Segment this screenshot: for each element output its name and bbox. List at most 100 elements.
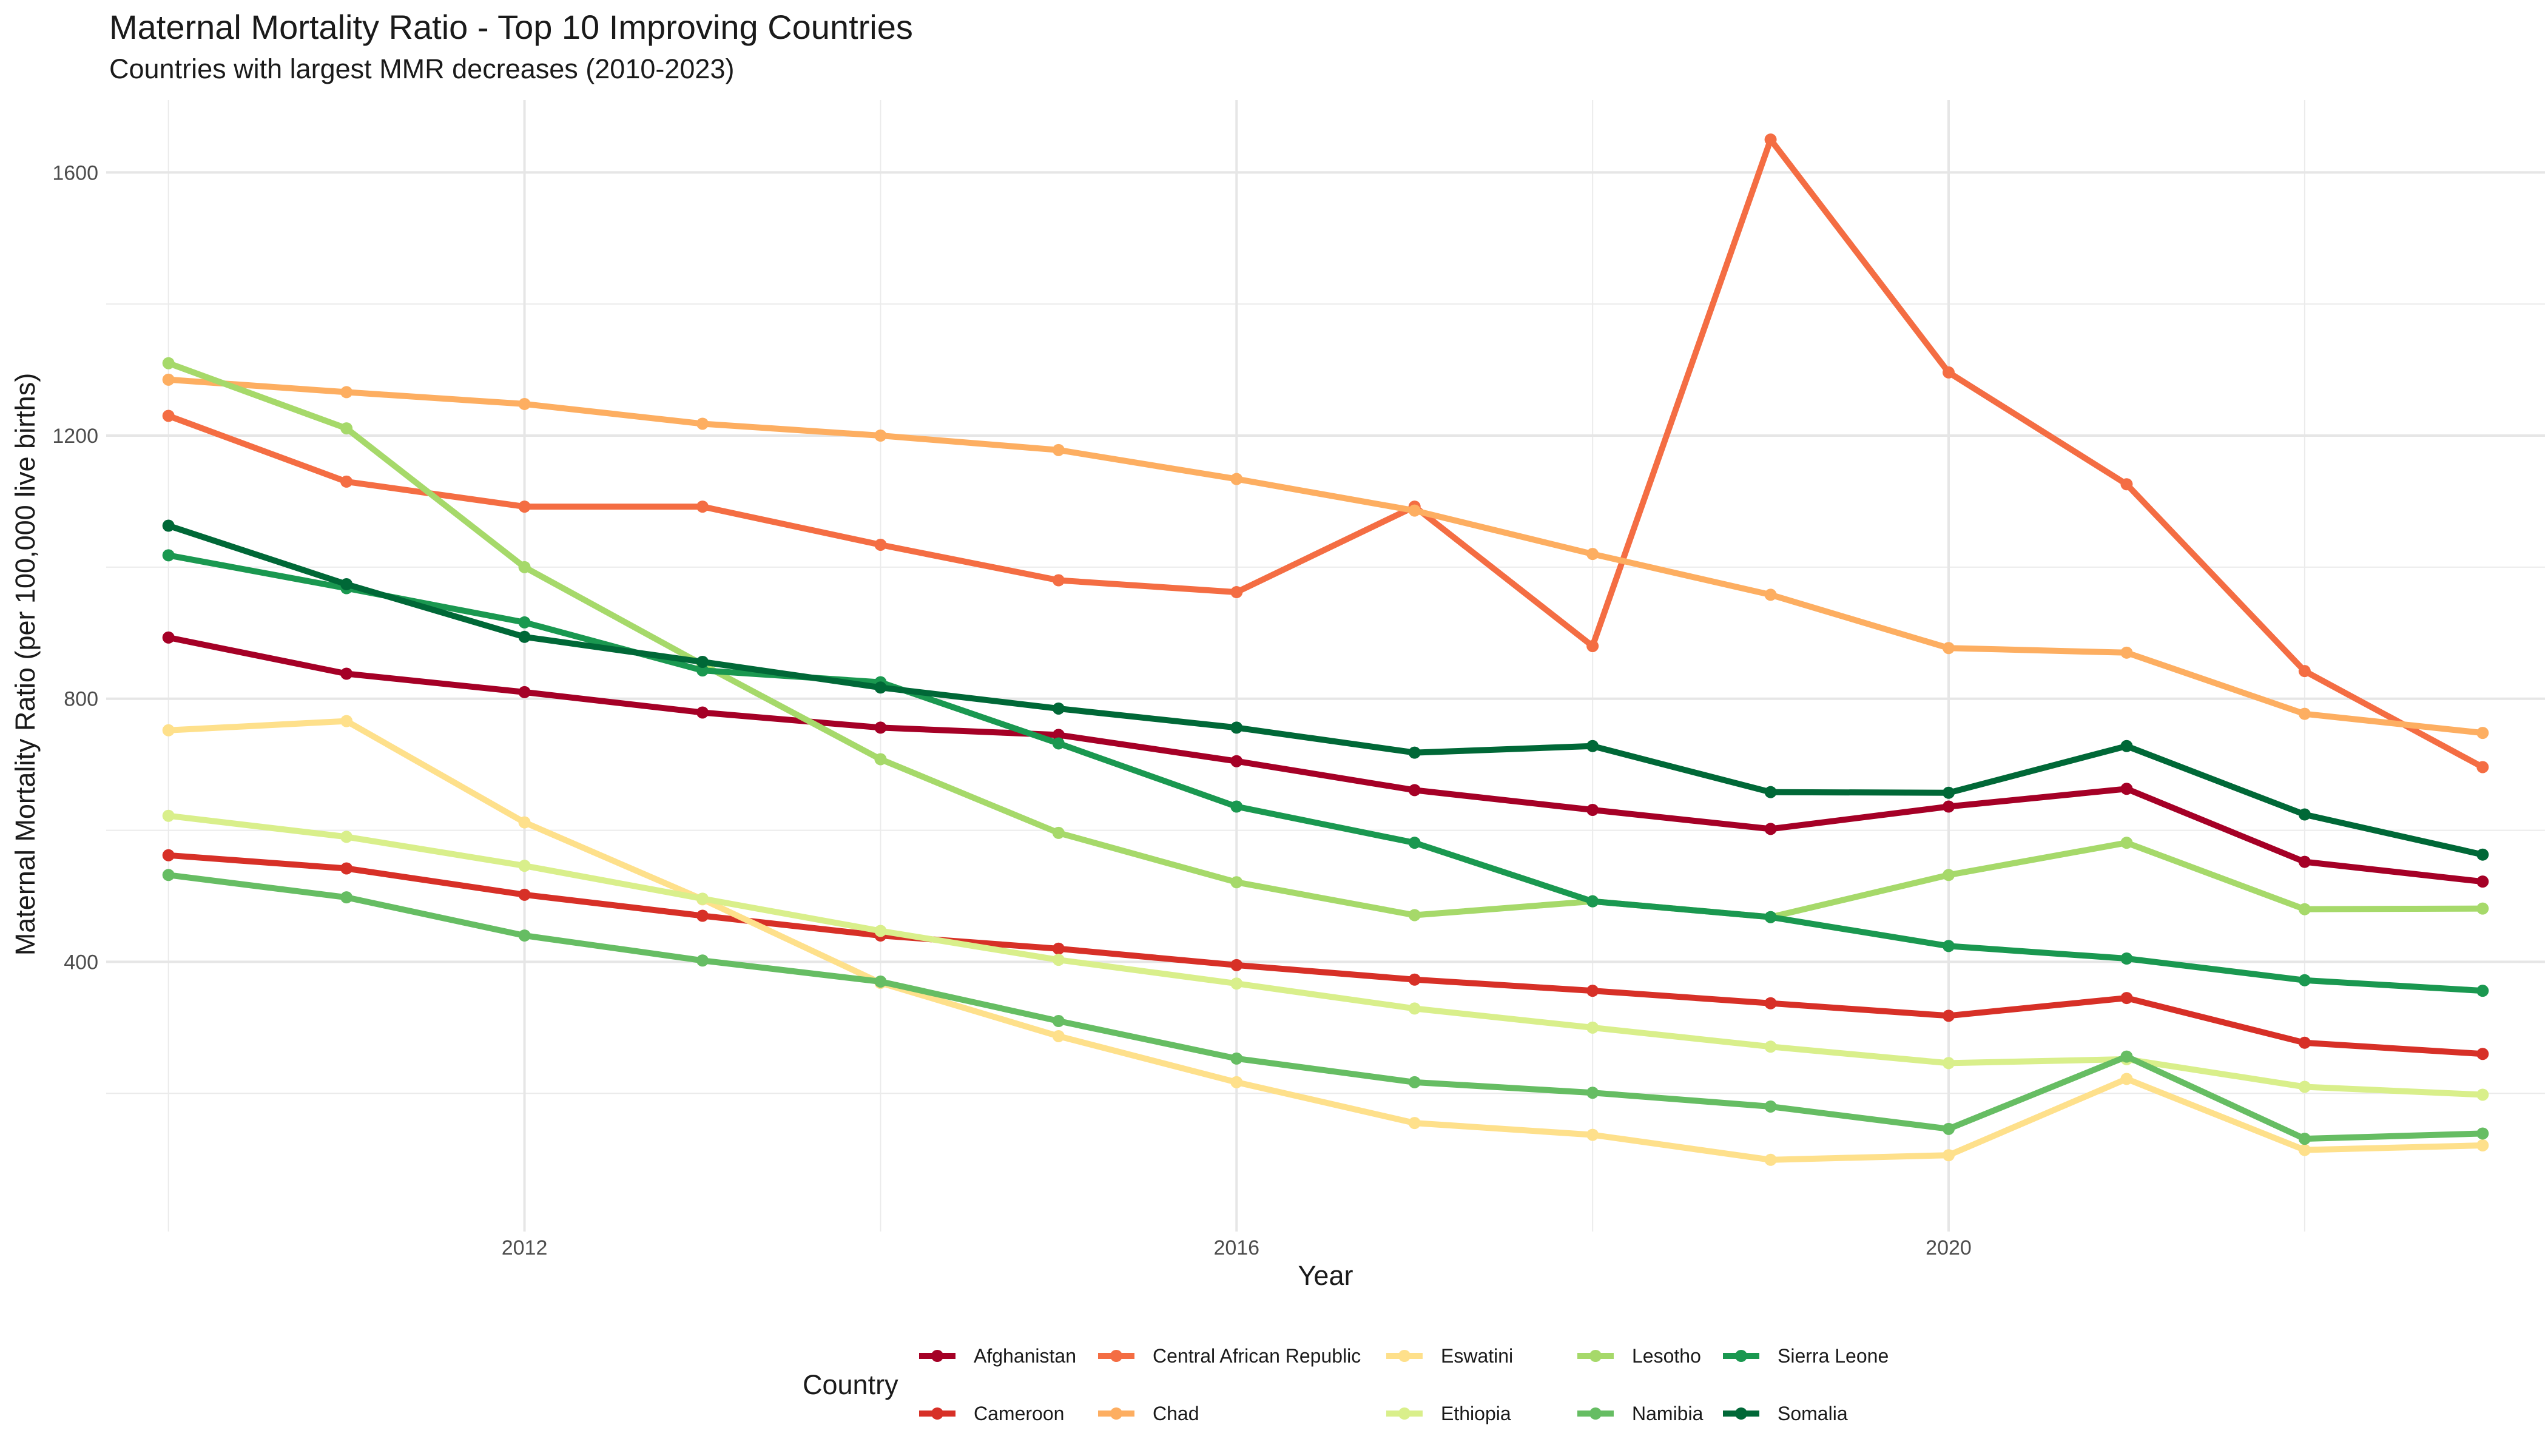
x-axis-title: Year [1298,1260,1353,1291]
series-layer [162,133,2489,1166]
data-point [1408,837,1421,849]
data-point [1408,973,1421,986]
data-point [1943,1149,1955,1162]
y-axis-title: Maternal Mortality Ratio (per 100,000 li… [10,373,41,956]
y-tick-label: 1600 [52,161,98,184]
data-point [1943,1009,1955,1022]
data-point [518,816,531,829]
data-point [1408,504,1421,517]
data-point [162,869,175,881]
data-point [340,831,353,843]
data-point [1586,803,1599,816]
data-point [340,891,353,904]
series-afghanistan [162,631,2489,888]
data-point [518,616,531,629]
data-point [1943,869,1955,881]
data-point [2120,478,2133,491]
legend-label: Afghanistan [974,1345,1076,1367]
data-point [2298,665,2311,678]
data-point [1943,940,1955,952]
legend-item-eswatini: Eswatini [1386,1345,1513,1367]
data-point [1230,876,1243,889]
data-point [696,417,709,430]
data-point [2476,1048,2489,1060]
data-point [1764,133,1777,146]
data-point [2298,1080,2311,1093]
series-lesotho [162,357,2489,923]
data-point [518,686,531,698]
legend-key-point [1398,1407,1410,1420]
legend-item-sierra-leone: Sierra Leone [1723,1345,1889,1367]
data-point [518,929,531,942]
series-line-ethiopia [165,812,2486,1098]
data-point [1764,1100,1777,1113]
data-point [2120,740,2133,752]
data-point [2120,1073,2133,1085]
legend-label: Chad [1153,1403,1199,1424]
data-point [162,849,175,861]
data-point [1230,1052,1243,1065]
data-point [162,357,175,369]
legend-key-point [1589,1350,1602,1362]
data-point [162,724,175,736]
data-point [1052,954,1065,966]
data-point [340,578,353,591]
data-point [2120,646,2133,659]
data-point [162,549,175,562]
chart-subtitle: Countries with largest MMR decreases (20… [109,53,735,84]
data-point [2476,1088,2489,1101]
data-point [2298,1144,2311,1156]
data-point [2476,902,2489,915]
grid-lines [106,100,2545,1232]
data-point [1052,942,1065,955]
legend-label: Ethiopia [1441,1403,1511,1424]
data-point [2298,707,2311,720]
series-line-somalia [165,522,2486,858]
series-line-sierra-leone [165,552,2486,994]
data-point [2476,875,2489,888]
data-point [2120,992,2133,1005]
data-point [518,630,531,643]
legend-item-ethiopia: Ethiopia [1386,1403,1511,1424]
data-point [162,809,175,822]
legend-label: Sierra Leone [1778,1345,1889,1367]
series-line-central-african-republic [165,136,2486,770]
legend-label: Namibia [1632,1403,1704,1424]
legend-label: Eswatini [1441,1345,1513,1367]
data-point [874,925,887,937]
data-point [518,397,531,410]
data-point [874,538,887,551]
data-point [1943,800,1955,813]
data-point [2476,1139,2489,1151]
data-point [1943,642,1955,655]
series-cameroon [162,849,2489,1060]
data-point [1408,909,1421,922]
data-point [340,715,353,727]
legend-key-point [931,1350,943,1362]
data-point [1230,800,1243,813]
series-line-afghanistan [165,634,2486,885]
y-tick-label: 400 [64,951,98,974]
legend-key-point [1110,1350,1122,1362]
data-point [1052,1030,1065,1042]
data-point [1230,586,1243,599]
data-point [696,655,709,668]
series-namibia [162,869,2489,1145]
data-point [696,664,709,677]
legend-item-chad: Chad [1098,1403,1199,1424]
data-point [1764,786,1777,798]
data-point [1586,1087,1599,1099]
data-point [696,954,709,967]
data-point [2298,974,2311,986]
data-point [1586,740,1599,752]
legend-label: Lesotho [1632,1345,1701,1367]
data-point [1052,574,1065,587]
data-point [1943,366,1955,379]
data-point [874,975,887,988]
data-point [1408,746,1421,759]
legend-key-point [1735,1407,1747,1420]
data-point [1764,1153,1777,1166]
series-somalia [162,519,2489,861]
legend-key-point [1589,1407,1602,1420]
